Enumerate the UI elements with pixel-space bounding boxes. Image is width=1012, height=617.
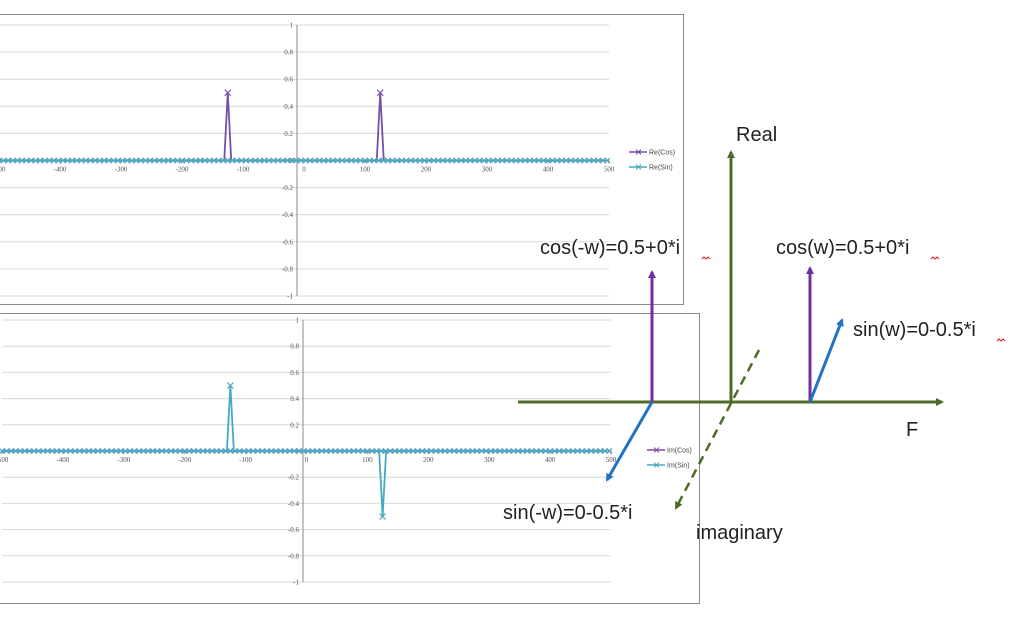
y-tick-label: -0.4 (282, 211, 294, 219)
y-tick-label: 0.2 (290, 421, 299, 429)
spike-marker-Im(Sin) (226, 382, 234, 389)
y-tick-label: -0.8 (282, 265, 294, 273)
x-tick-label: -300 (115, 166, 128, 174)
x-tick-label: -500 (0, 166, 6, 174)
y-tick-label: -0.4 (288, 500, 300, 508)
y-tick-label: -0.8 (288, 552, 300, 560)
chart-panel-imag: 1 0.8 0.6 0.4 0.2 0 -0.2 -0.4 -0.6 -0.8 -1 -500 -400… (0, 313, 700, 604)
sin-neg-label: sin(-w)=0-0.5*i (503, 502, 632, 524)
x-tick-label: -200 (178, 456, 191, 464)
imaginary-axis-arrow (674, 349, 761, 510)
y-tick-label: 1 (290, 22, 294, 30)
x-tick-label: 500 (604, 166, 615, 174)
imaginary-axis-label: imaginary (696, 522, 783, 544)
x-tick-label: 200 (423, 456, 434, 464)
y-tick-label: -0.6 (288, 526, 300, 534)
x-tick-label: -400 (54, 166, 67, 174)
legend-label: Re(Cos) (649, 150, 675, 157)
spike-marker-Re(Cos) (376, 89, 384, 97)
cos-pos-label: cos(w)=0.5+0*i (776, 237, 909, 259)
legend-marker (635, 164, 642, 170)
y-tick-label: 0.6 (284, 76, 293, 84)
y-tick-label: -0.2 (288, 474, 300, 482)
y-tick-label: 0.8 (290, 343, 299, 351)
chart-panel-real: 1 0.8 0.6 0.4 0.2 0 -0.2 -0.4 -0.6 -0.8 -1 -500 -400… (0, 14, 684, 305)
sin-neg-arrow (605, 401, 654, 482)
y-tick-label: -1 (287, 293, 293, 301)
legend-marker (635, 149, 642, 155)
series-markers-Im(Sin) (0, 448, 613, 454)
x-tick-label: -100 (239, 456, 252, 464)
legend-marker (653, 462, 660, 468)
x-tick-label: 300 (484, 456, 495, 464)
spellcheck-squiggle (701, 256, 711, 260)
sin-pos-arrow (808, 318, 844, 403)
x-tick-label: 500 (606, 456, 617, 464)
frequency-axis-label: F (906, 419, 918, 441)
x-tick-label: -300 (117, 456, 130, 464)
sin-pos-label: sin(w)=0-0.5*i (853, 319, 976, 341)
x-tick-label: 100 (360, 166, 371, 174)
x-tick-label: 300 (482, 166, 493, 174)
series-markers-Re(Sin) (0, 157, 611, 164)
x-tick-label: 400 (545, 456, 556, 464)
x-tick-label: 400 (543, 166, 554, 174)
x-tick-label: 200 (421, 166, 432, 174)
cos-neg-label: cos(-w)=0.5+0*i (540, 237, 680, 259)
legend-label: Re(Sin) (649, 165, 673, 172)
chart-real: 1 0.8 0.6 0.4 0.2 0 -0.2 -0.4 -0.6 -0.8 -1 -500 -400… (0, 22, 675, 301)
x-tick-label: 0 (305, 456, 309, 464)
spike-marker-Im(Sin) (379, 513, 387, 520)
x-tick-label: 100 (362, 456, 373, 464)
spellcheck-squiggle (930, 256, 940, 260)
legend-marker (653, 447, 660, 453)
y-tick-label: 0.4 (290, 395, 299, 403)
x-tick-label: 0 (302, 166, 306, 174)
y-tick-label: -0.6 (282, 238, 294, 246)
y-tick-label: 0.8 (284, 49, 293, 57)
x-tick-label: -200 (176, 166, 189, 174)
y-tick-label: -0.2 (282, 184, 294, 192)
spike-marker-Re(Cos) (224, 89, 232, 97)
chart-imag: 1 0.8 0.6 0.4 0.2 0 -0.2 -0.4 -0.6 -0.8 -1 -500 -400… (0, 317, 692, 587)
legend-label: Im(Cos) (667, 448, 692, 455)
y-tick-label: 0.6 (290, 369, 299, 377)
x-tick-label: -100 (237, 166, 250, 174)
legend-label: Im(Sin) (667, 463, 690, 470)
real-axis-label: Real (736, 124, 777, 146)
y-tick-label: -1 (293, 579, 299, 587)
y-tick-label: 0.4 (284, 103, 293, 111)
y-tick-label: 0.2 (284, 130, 293, 138)
x-tick-label: -500 (0, 456, 9, 464)
y-tick-label: 1 (296, 317, 300, 325)
x-tick-label: -400 (56, 456, 69, 464)
spellcheck-squiggle (996, 338, 1006, 342)
